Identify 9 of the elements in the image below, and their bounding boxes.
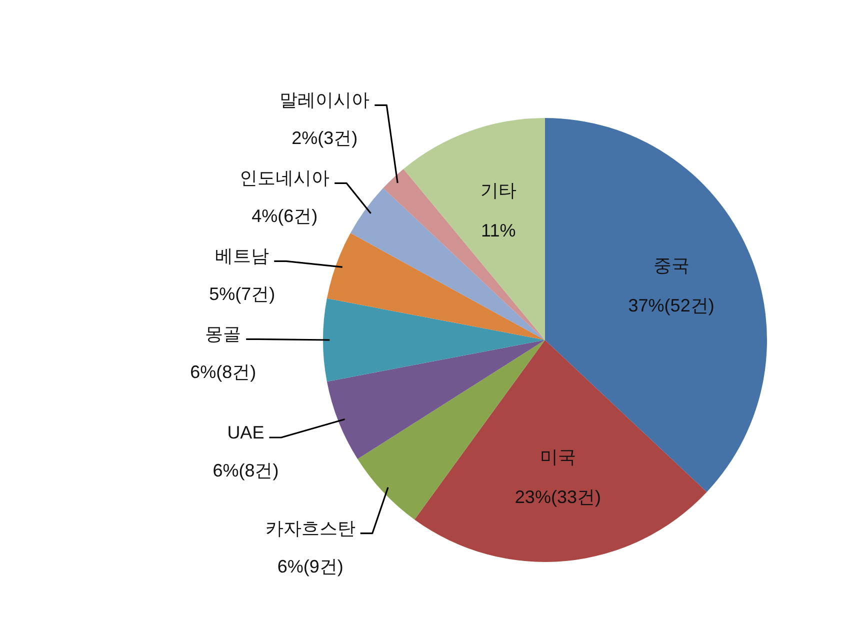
category: UAE xyxy=(227,422,264,442)
category: 중국 xyxy=(653,255,690,276)
category: 베트남 xyxy=(215,246,270,266)
category: 인도네시아 xyxy=(240,168,330,188)
category: 미국 xyxy=(540,447,576,468)
category: 기타 xyxy=(480,180,516,200)
category: 말레이시아 xyxy=(280,90,370,110)
category: 몽골 xyxy=(205,324,242,344)
category: 카자흐스탄 xyxy=(265,518,356,538)
